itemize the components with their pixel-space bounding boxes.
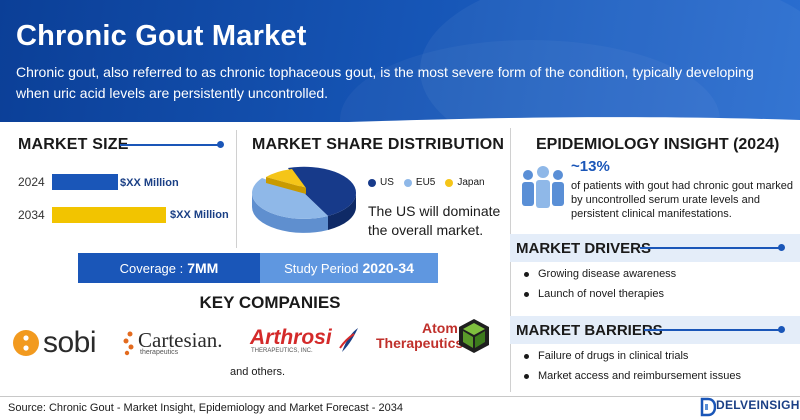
atom-wordmark-line2: Therapeutics bbox=[376, 335, 464, 351]
legend-dot-japan bbox=[445, 178, 454, 187]
pie-depth-us bbox=[328, 193, 356, 230]
company-logo-atom: Atom Therapeutics bbox=[376, 318, 496, 358]
cartesian-wordmark: Cartesian. bbox=[138, 328, 223, 352]
market-share-pie bbox=[252, 166, 357, 233]
study-period-label: Study Period bbox=[284, 260, 359, 276]
epidemiology-percent: ~13% bbox=[571, 158, 610, 175]
page-title: Chronic Gout Market bbox=[16, 20, 307, 52]
bullet-dot bbox=[524, 271, 529, 277]
driver-item-label: Growing disease awareness bbox=[538, 268, 677, 280]
delveinsight-logo-icon bbox=[700, 397, 716, 417]
cartesian-mark-icon bbox=[123, 331, 134, 356]
atom-wordmark: Atom bbox=[422, 320, 458, 336]
company-logo-arthrosi: Arthrosi THERAPEUTICS, INC. bbox=[250, 326, 362, 358]
coverage-value: 7MM bbox=[187, 260, 219, 276]
sobi-mark-icon bbox=[13, 330, 39, 356]
legend-item-japan: Japan bbox=[445, 177, 485, 188]
epidemiology-title: EPIDEMIOLOGY INSIGHT (2024) bbox=[536, 136, 780, 153]
barriers-title: MARKET BARRIERS bbox=[516, 322, 663, 339]
barrier-item: Failure of drugs in clinical trials bbox=[524, 350, 688, 362]
market-share-legend: US EU5 Japan bbox=[368, 177, 485, 188]
study-period-band: Study Period 2020-34 bbox=[260, 253, 438, 283]
market-size-bar-2024 bbox=[52, 174, 118, 190]
coverage-label: Coverage : bbox=[119, 260, 184, 276]
title-line bbox=[120, 144, 220, 146]
market-size-value-2024: $XX Million bbox=[120, 177, 179, 189]
market-size-year-2034: 2034 bbox=[18, 208, 45, 222]
company-logo-sobi: sobi bbox=[12, 326, 97, 360]
title-dot bbox=[217, 141, 224, 148]
arthrosi-mark-icon bbox=[339, 328, 358, 352]
footer-source: Source: Chronic Gout - Market Insight, E… bbox=[8, 402, 403, 414]
market-size-value-2034: $XX Million bbox=[170, 209, 229, 221]
market-share-title: MARKET SHARE DISTRIBUTION bbox=[252, 136, 505, 153]
arthrosi-wordmark: Arthrosi bbox=[250, 326, 332, 349]
legend-dot-eu5 bbox=[403, 178, 412, 187]
arthrosi-subtitle: THERAPEUTICS, INC. bbox=[251, 348, 313, 354]
legend-item-eu5: EU5 bbox=[403, 177, 436, 188]
legend-dot-us bbox=[368, 178, 376, 187]
header-wave bbox=[0, 117, 800, 134]
drivers-title: MARKET DRIVERS bbox=[516, 240, 652, 257]
header-decoration bbox=[420, 0, 800, 122]
column-divider bbox=[236, 130, 237, 248]
title-dot bbox=[778, 326, 785, 333]
market-size-title: MARKET SIZE bbox=[18, 136, 129, 153]
legend-label-japan: Japan bbox=[457, 177, 485, 188]
patients-group-icon bbox=[522, 166, 564, 208]
pie-slice-japan bbox=[266, 169, 306, 188]
footer-divider bbox=[0, 396, 800, 397]
driver-item: Launch of novel therapies bbox=[524, 288, 664, 300]
pie-depth-eu5 bbox=[252, 193, 328, 233]
bullet-dot bbox=[524, 373, 529, 379]
bullet-dot bbox=[524, 291, 529, 297]
pie-depth-japan bbox=[266, 177, 306, 194]
header-banner: Chronic Gout Market Chronic gout, also r… bbox=[0, 0, 800, 122]
bullet-dot bbox=[524, 353, 529, 359]
driver-item-label: Launch of novel therapies bbox=[538, 288, 664, 300]
pie-slice-us bbox=[288, 166, 357, 216]
atom-cube-icon bbox=[459, 319, 489, 353]
key-companies-others: and others. bbox=[230, 366, 286, 378]
epidemiology-text: of patients with gout had chronic gout m… bbox=[571, 180, 793, 220]
barrier-item-label: Failure of drugs in clinical trials bbox=[538, 350, 689, 362]
market-size-year-2024: 2024 bbox=[18, 175, 45, 189]
barrier-item: Market access and reimbursement issues bbox=[524, 370, 741, 382]
page-description: Chronic gout, also referred to as chroni… bbox=[16, 64, 754, 101]
title-line bbox=[640, 247, 780, 249]
coverage-band: Coverage :7MM bbox=[78, 253, 260, 283]
sobi-wordmark: sobi bbox=[43, 326, 97, 359]
legend-label-us: US bbox=[380, 177, 394, 188]
pie-slice-eu5 bbox=[252, 178, 328, 219]
title-line bbox=[644, 329, 780, 331]
legend-label-eu5: EU5 bbox=[415, 177, 436, 188]
cartesian-subtitle: therapeutics bbox=[140, 349, 179, 356]
footer-brand: DELVEINSIGHT bbox=[716, 398, 800, 412]
barrier-item-label: Market access and reimbursement issues bbox=[538, 370, 741, 382]
market-share-text: The US will dominate the overall market. bbox=[368, 203, 501, 238]
study-period-value: 2020-34 bbox=[362, 260, 414, 276]
title-dot bbox=[778, 244, 785, 251]
driver-item: Growing disease awareness bbox=[524, 268, 676, 280]
key-companies-title: KEY COMPANIES bbox=[199, 293, 341, 312]
market-size-bar-2034 bbox=[52, 207, 166, 223]
legend-item-us: US bbox=[368, 177, 394, 188]
